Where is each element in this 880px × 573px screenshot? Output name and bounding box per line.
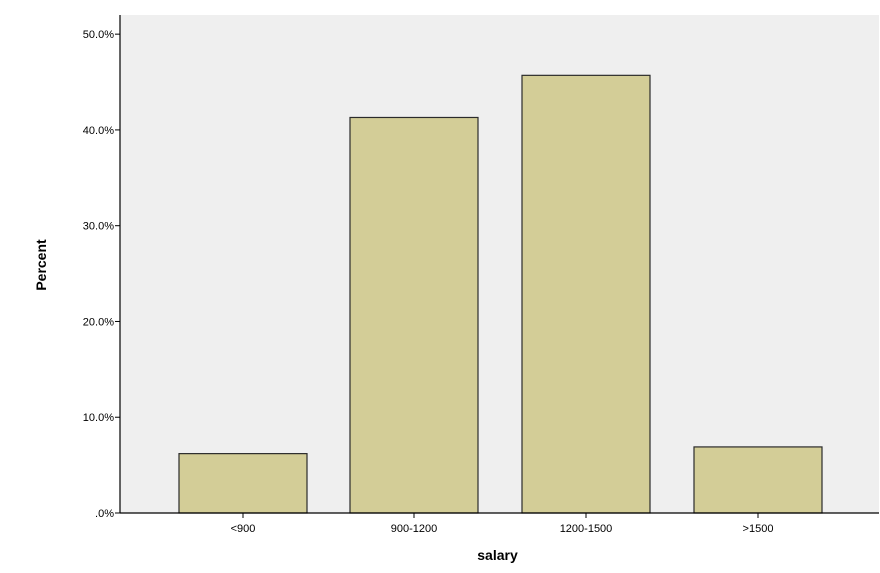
bar	[521, 74, 651, 514]
y-tick-label: 20.0%	[83, 316, 114, 328]
y-tick-label: .0%	[95, 508, 114, 520]
x-tick-label: 1200-1500	[560, 523, 613, 535]
y-ticks-group: .0% 10.0% 20.0% 30.0% 40.0% 50.0%	[83, 29, 120, 520]
x-axis-title: salary	[477, 547, 518, 563]
bar	[693, 446, 823, 514]
x-tick-label: <900	[231, 523, 256, 535]
y-axis-title: Percent	[33, 239, 49, 291]
bars-group	[178, 74, 823, 514]
y-tick-label: 30.0%	[83, 221, 114, 233]
bar	[178, 453, 308, 514]
y-tick-label: 10.0%	[83, 412, 114, 424]
y-tick-label: 50.0%	[83, 29, 114, 41]
x-ticks-group: <900 900-1200 1200-1500 >1500	[231, 513, 774, 535]
y-tick-label: 40.0%	[83, 125, 114, 137]
plot-area	[120, 15, 879, 513]
x-tick-label: 900-1200	[391, 523, 438, 535]
bar	[349, 116, 479, 514]
x-tick-label: >1500	[743, 523, 774, 535]
